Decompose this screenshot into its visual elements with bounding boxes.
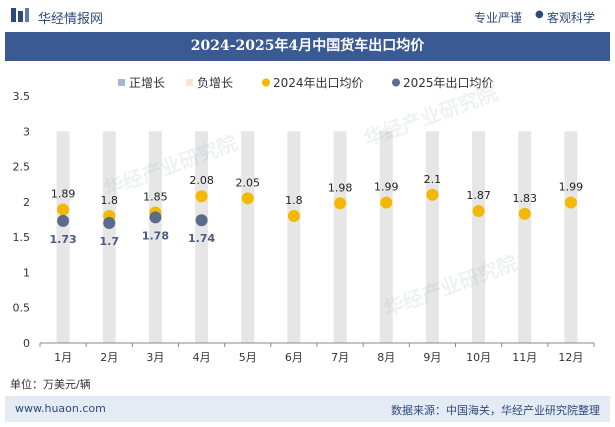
background-bar: [518, 131, 532, 343]
data-label-2024: 2.1: [424, 173, 442, 186]
unit-label: 单位：万美元/辆: [10, 378, 91, 391]
background-bar: [56, 131, 70, 343]
legend-marker: [186, 79, 193, 86]
background-bar: [287, 131, 301, 343]
point-2025: [149, 211, 162, 224]
x-tick-label: 10月: [466, 351, 491, 364]
y-tick-label: 3: [23, 125, 30, 138]
legend-marker: [392, 78, 400, 87]
y-tick-label: 1: [23, 266, 30, 279]
legend-label: 2025年出口均价: [403, 76, 494, 90]
point-2024: [241, 192, 254, 205]
x-tick-label: 12月: [558, 351, 583, 364]
point-2024: [472, 205, 485, 218]
x-tick-label: 11月: [512, 351, 537, 364]
header-bar: 华经情报网 专业严谨 ● 客观科学: [0, 0, 615, 30]
data-label-2024: 2.05: [236, 176, 261, 189]
data-label-2024: 1.98: [328, 181, 353, 194]
point-2025: [57, 214, 70, 227]
point-2024: [426, 188, 439, 201]
legend-marker: [118, 79, 125, 86]
data-label-2024: 1.8: [101, 194, 119, 207]
x-tick-label: 7月: [331, 351, 349, 364]
x-tick-label: 8月: [377, 351, 395, 364]
data-label-2025: 1.73: [50, 233, 77, 246]
point-2025: [103, 217, 116, 230]
background-bar: [564, 131, 578, 343]
data-label-2024: 1.87: [466, 189, 491, 202]
legend-label: 负增长: [197, 76, 233, 90]
data-label-2025: 1.74: [188, 232, 215, 245]
background-bar: [148, 131, 162, 343]
x-tick-label: 2月: [100, 351, 118, 364]
y-tick-label: 2: [23, 196, 30, 209]
chart-title: 2024-2025年4月中国货车出口均价: [190, 38, 425, 54]
slogan-left: 专业严谨: [474, 11, 523, 25]
site-url[interactable]: www.huaon.com: [15, 402, 106, 415]
chart-area: 正增长 负增长 2024年出口均价 2025年出口均价 0 0.5 1 1.5 2 2.5 3 3.5…: [13, 76, 595, 364]
point-2025: [195, 214, 208, 227]
x-tick-label: 3月: [146, 351, 164, 364]
x-tick-label: 5月: [239, 351, 257, 364]
background-bar: [425, 131, 439, 343]
x-tick-label: 4月: [193, 351, 211, 364]
background-bar: [241, 131, 255, 343]
background-bar: [472, 131, 486, 343]
point-2024: [380, 196, 393, 209]
point-2024: [287, 209, 300, 222]
data-source: 数据来源：中国海关，华经产业研究院整理: [391, 404, 600, 417]
data-label-2024: 1.85: [143, 190, 168, 203]
point-2024: [518, 207, 531, 220]
y-tick-label: 2.5: [13, 161, 31, 174]
data-label-2024: 1.83: [513, 192, 538, 205]
huajing-logo-icon: [11, 8, 29, 22]
footer-bar: www.huaon.com 数据来源：中国海关，华经产业研究院整理: [5, 396, 610, 422]
slogan-right: 客观科学: [547, 11, 596, 25]
data-label-2024: 1.8: [285, 194, 303, 207]
point-2024: [57, 203, 70, 216]
chart-title-bar: 2024-2025年4月中国货车出口均价: [5, 32, 610, 61]
data-label-2025: 1.7: [100, 235, 120, 248]
background-bar: [195, 131, 209, 343]
y-tick-label: 0: [23, 337, 30, 350]
point-2024: [334, 197, 347, 210]
background-bar: [102, 131, 116, 343]
y-tick-label: 0.5: [13, 302, 31, 315]
background-bar: [333, 131, 347, 343]
x-tick-label: 9月: [423, 351, 441, 364]
data-label-2024: 1.99: [559, 181, 584, 194]
brand-name: 华经情报网: [38, 12, 104, 27]
x-tick-label: 6月: [285, 351, 303, 364]
legend-marker: [262, 78, 270, 87]
slogan-separator: ●: [535, 9, 544, 20]
x-tick-label: 1月: [54, 351, 72, 364]
point-2024: [564, 196, 577, 209]
background-bar: [379, 131, 393, 343]
data-label-2025: 1.78: [142, 229, 169, 242]
legend-label: 正增长: [129, 76, 165, 90]
data-label-2024: 2.08: [189, 174, 214, 187]
point-2024: [195, 190, 208, 203]
y-tick-label: 3.5: [13, 90, 31, 103]
data-label-2024: 1.89: [51, 188, 76, 201]
y-tick-label: 1.5: [13, 231, 31, 244]
legend-label: 2024年出口均价: [273, 76, 364, 90]
data-label-2024: 1.99: [374, 181, 399, 194]
